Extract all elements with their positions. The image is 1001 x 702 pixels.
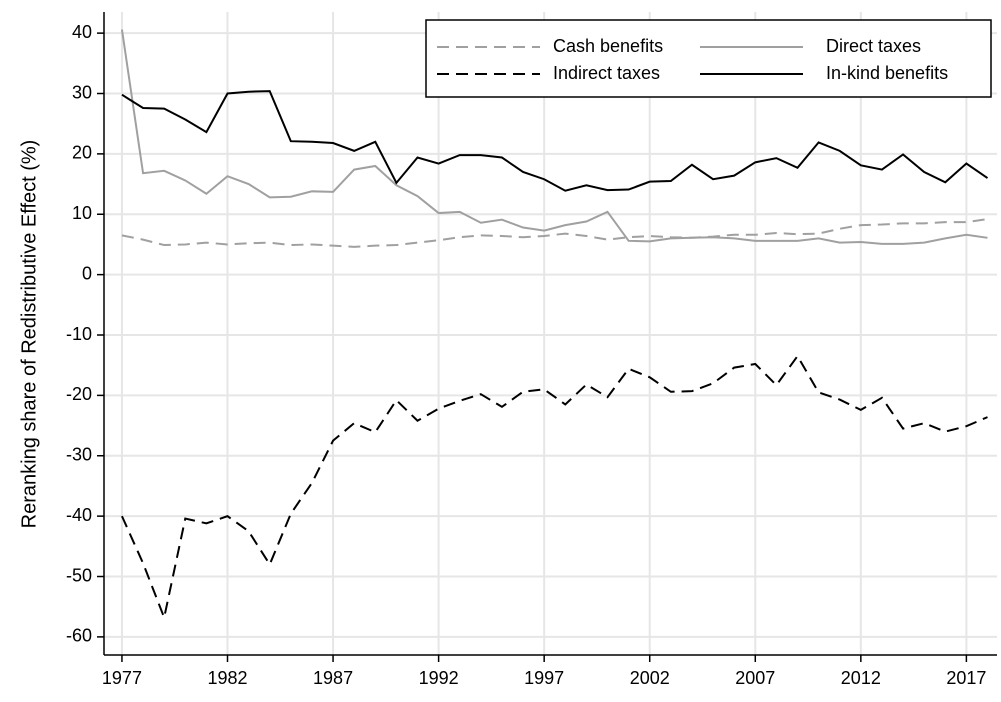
- x-tick-label: 2002: [630, 668, 670, 688]
- y-tick-label: 30: [72, 82, 92, 102]
- y-tick-label: 10: [72, 203, 92, 223]
- x-tick-label: 1997: [524, 668, 564, 688]
- x-tick-label: 2017: [946, 668, 986, 688]
- y-tick-label: 0: [82, 263, 92, 283]
- y-tick-label: -60: [66, 626, 92, 646]
- legend-label: In-kind benefits: [826, 63, 948, 83]
- series-line: [121, 90, 989, 192]
- y-tick-label: -50: [66, 565, 92, 585]
- legend-label: Direct taxes: [826, 36, 921, 56]
- x-tick-label: 2007: [735, 668, 775, 688]
- series-line: [121, 218, 988, 248]
- legend-box: [425, 19, 992, 98]
- y-tick-label: -20: [66, 384, 92, 404]
- x-tick-label: 2012: [841, 668, 881, 688]
- y-tick-label: -30: [66, 445, 92, 465]
- y-tick-label: 40: [72, 22, 92, 42]
- x-tick-label: 1992: [419, 668, 459, 688]
- legend-label: Indirect taxes: [553, 63, 660, 83]
- legend-label: Cash benefits: [553, 36, 663, 56]
- y-axis-label: Reranking share of Redistributive Effect…: [18, 140, 40, 529]
- x-tick-label: 1987: [313, 668, 353, 688]
- x-tick-label: 1982: [207, 668, 247, 688]
- series-line: [121, 354, 988, 622]
- y-tick-label: 20: [72, 143, 92, 163]
- series-line: [120, 29, 988, 245]
- x-tick-label: 1977: [102, 668, 142, 688]
- y-tick-label: -10: [66, 324, 92, 344]
- y-tick-label: -40: [66, 505, 92, 525]
